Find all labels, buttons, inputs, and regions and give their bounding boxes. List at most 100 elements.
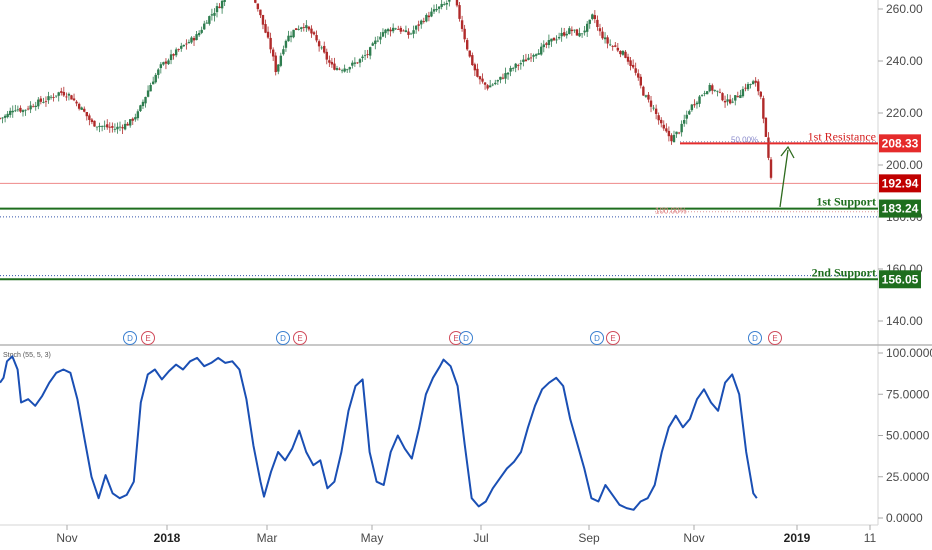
earnings-event-icon[interactable]: E (141, 331, 155, 345)
candle (550, 38, 553, 47)
indicator-axis[interactable]: 100.0000 75.0000 50.0000 25.0000 0.0000 (878, 346, 932, 525)
candle (593, 10, 597, 24)
candle (67, 92, 71, 101)
candle (328, 55, 331, 67)
candle (417, 20, 420, 32)
candle (621, 50, 625, 56)
candle (149, 82, 152, 92)
candle (358, 58, 362, 68)
candle (471, 52, 474, 67)
candle (473, 62, 477, 76)
dividend-event-icon[interactable]: D (748, 331, 762, 345)
candle (340, 68, 344, 74)
candle (343, 64, 346, 73)
candle (259, 9, 262, 18)
candle (44, 96, 48, 107)
earnings-event-icon[interactable]: E (293, 331, 307, 345)
candle (62, 86, 66, 97)
candle (698, 95, 701, 108)
time-tick-label: Jul (473, 531, 488, 545)
candle (685, 110, 688, 125)
price-tag-support-1: 183.24 (879, 199, 921, 218)
candle (465, 37, 469, 51)
candle (660, 117, 663, 128)
candle (504, 67, 507, 84)
candle (136, 109, 140, 121)
candle (182, 44, 186, 48)
time-tick-label: Nov (56, 531, 77, 545)
candle (703, 90, 706, 97)
indicator-tick-label: 100.0000 (886, 346, 932, 360)
time-tick-label: Mar (257, 531, 278, 545)
stochastic-line[interactable] (0, 355, 758, 511)
price-tag-current: 192.94 (879, 174, 921, 193)
candle (361, 54, 364, 62)
candle (330, 57, 334, 68)
svg-text:D: D (127, 334, 133, 343)
candle (412, 25, 415, 39)
candle (514, 62, 517, 73)
dividend-event-icon[interactable]: D (276, 331, 290, 345)
candle (603, 32, 607, 44)
candle (631, 59, 635, 69)
candle (213, 8, 216, 22)
indicator-label[interactable]: Stoch (55, 5, 3) (3, 352, 51, 359)
candle (60, 87, 63, 96)
candle (197, 30, 201, 37)
price-tag-support-2: 156.05 (879, 270, 921, 289)
candle (376, 36, 380, 43)
candle (333, 57, 336, 71)
candle (460, 15, 464, 32)
candle (302, 23, 306, 32)
support-2-label: 2nd Support (812, 265, 876, 279)
candle (716, 90, 719, 97)
candle (494, 79, 497, 86)
candle (346, 68, 349, 73)
candle (157, 68, 160, 79)
candle (601, 27, 604, 40)
candle (731, 97, 734, 104)
earnings-event-icon[interactable]: E (768, 331, 782, 345)
svg-text:208.33: 208.33 (882, 136, 919, 150)
candle (164, 58, 168, 70)
candle (353, 57, 357, 67)
candle (675, 131, 678, 138)
candle (545, 41, 548, 49)
candle (399, 25, 403, 35)
time-axis[interactable]: Nov 2018 Mar May Jul Sep Nov 2019 11 (56, 525, 877, 545)
candle (734, 95, 737, 106)
candlestick-series[interactable] (0, 0, 773, 180)
earnings-event-icon[interactable]: E (606, 331, 620, 345)
candle (608, 39, 612, 47)
candle (335, 65, 339, 71)
candle (519, 59, 523, 70)
fib-bottom-label: 100.00% (655, 207, 687, 216)
candle (693, 99, 696, 108)
candle (297, 25, 300, 31)
candle (427, 11, 431, 22)
candle (218, 3, 221, 9)
dividend-event-icon[interactable]: D (459, 331, 473, 345)
dividend-event-icon[interactable]: D (123, 331, 137, 345)
candle (264, 19, 267, 34)
svg-text:E: E (145, 334, 150, 343)
candle (662, 120, 665, 131)
candle (463, 24, 466, 43)
candle (287, 30, 290, 42)
candle (624, 50, 627, 59)
candle (506, 72, 510, 80)
dividend-event-icon[interactable]: D (590, 331, 604, 345)
candle (481, 73, 484, 84)
candle (583, 25, 586, 36)
candle (711, 83, 714, 95)
candle (585, 21, 589, 37)
candle (77, 102, 81, 111)
price-axis[interactable]: 260.00240.00220.00200.00180.00160.00140.… (878, 2, 923, 328)
candle (271, 47, 275, 62)
candle (496, 79, 500, 86)
candle (169, 49, 173, 65)
projection-arrow[interactable] (779, 145, 795, 208)
candle (371, 41, 374, 46)
